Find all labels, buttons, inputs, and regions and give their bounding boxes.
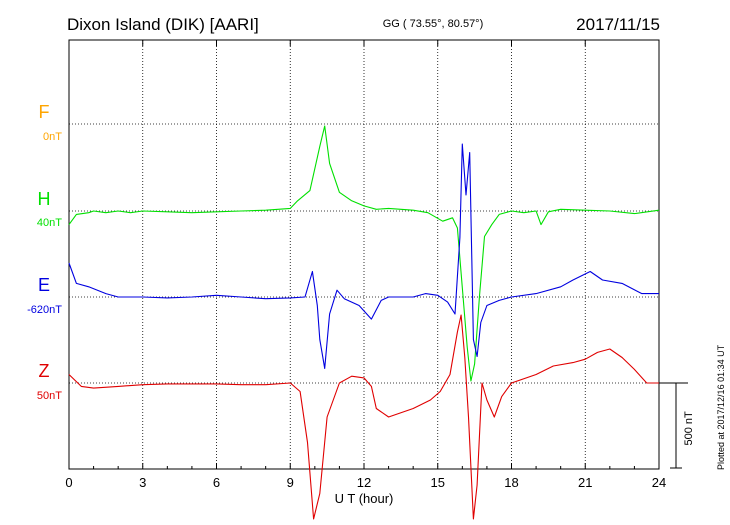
series-baseline-E: -620nT [27, 304, 62, 316]
station-title: Dixon Island (DIK) [AARI] [67, 15, 259, 34]
series-line-E [68, 143, 659, 369]
x-tick-label: 12 [357, 475, 371, 490]
x-tick-label: 6 [213, 475, 220, 490]
series-F: F 0nT [39, 102, 63, 143]
series-label-E: E [38, 275, 50, 295]
x-tick-label: 21 [578, 475, 592, 490]
plotted-at-note: Plotted at 2017/12/16 01:34 UT [716, 344, 726, 470]
x-tick-label: 9 [287, 475, 294, 490]
geographic-coordinates: GG ( 73.55°, 80.57°) [383, 18, 484, 30]
series-label-Z: Z [39, 361, 50, 381]
scale-bar: 500 nT [659, 382, 695, 469]
series-layer: F 0nT H 40nT E -620nT Z 50nT [27, 102, 660, 520]
series-H: H 40nT [37, 125, 660, 382]
date-label: 2017/11/15 [576, 15, 660, 34]
x-axis: 0 3 6 9 12 15 18 21 24 [65, 40, 666, 490]
x-tick-label: 0 [65, 475, 72, 490]
series-line-H [68, 125, 660, 382]
series-line-Z [68, 314, 659, 520]
series-baseline-Z: 50nT [37, 390, 62, 402]
x-tick-label: 18 [504, 475, 518, 490]
series-label-F: F [39, 102, 50, 122]
series-E: E -620nT [27, 143, 659, 369]
x-tick-label: 24 [652, 475, 666, 490]
scale-bar-label: 500 nT [683, 411, 695, 446]
x-tick-label: 3 [139, 475, 146, 490]
series-Z: Z 50nT [37, 314, 659, 520]
series-baseline-H: 40nT [37, 217, 62, 229]
grid [69, 40, 659, 469]
plot-frame [68, 39, 660, 470]
series-label-H: H [38, 189, 51, 209]
x-tick-label: 15 [431, 475, 445, 490]
x-axis-label: U T (hour) [335, 491, 394, 506]
series-baseline-F: 0nT [43, 131, 62, 143]
